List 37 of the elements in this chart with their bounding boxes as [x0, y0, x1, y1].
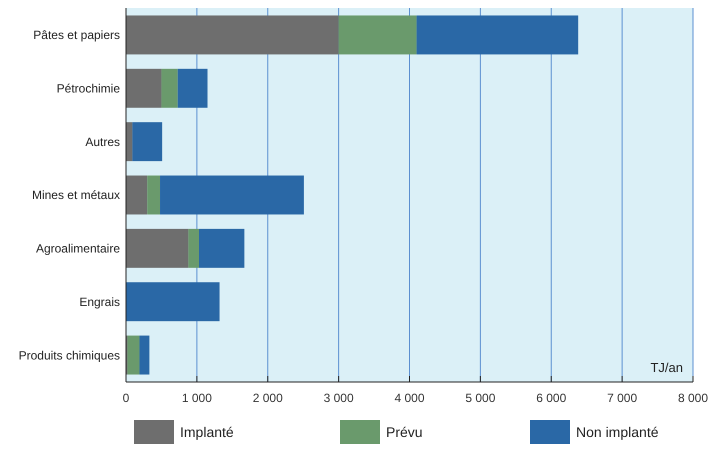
- legend-label: Implanté: [180, 424, 234, 440]
- y-tick-label: Engrais: [79, 294, 120, 309]
- x-tick-label: 8 000: [678, 391, 708, 405]
- bar: [338, 15, 417, 54]
- bar: [161, 68, 178, 108]
- bar: [132, 122, 162, 162]
- bar: [178, 68, 208, 108]
- x-tick-label: 1 000: [182, 391, 212, 405]
- bar: [126, 68, 162, 108]
- legend-label: Prévu: [386, 424, 423, 440]
- x-tick-label: 6 000: [536, 391, 567, 405]
- legend-label: Non implanté: [576, 424, 659, 440]
- x-tick-label: 7 000: [607, 391, 638, 405]
- y-tick-label: Autres: [85, 134, 120, 149]
- bar: [139, 336, 150, 375]
- bar: [126, 282, 220, 322]
- x-tick-label: 4 000: [394, 391, 425, 405]
- bar: [147, 176, 160, 214]
- y-tick-label: Mines et métaux: [32, 188, 120, 202]
- y-tick-label: Produits chimiques: [18, 348, 120, 362]
- x-tick-label: 2 000: [252, 391, 284, 405]
- bar: [127, 336, 140, 375]
- bar: [188, 228, 199, 268]
- bar: [416, 15, 578, 54]
- x-tick-label: 0: [122, 391, 130, 405]
- bar: [126, 15, 339, 54]
- x-tick-label: 3 000: [324, 391, 354, 405]
- y-tick-label: Agroalimentaire: [36, 242, 120, 256]
- y-tick-label: Pétrochimie: [56, 81, 120, 96]
- bar: [126, 122, 132, 162]
- x-tick-label: 5 000: [465, 391, 496, 405]
- bar: [126, 228, 188, 268]
- bar: [160, 176, 304, 214]
- bar: [126, 176, 148, 214]
- x-axis-title: TJ/an: [650, 360, 683, 375]
- bar: [199, 228, 244, 268]
- y-tick-label: Pâtes et papiers: [33, 28, 120, 42]
